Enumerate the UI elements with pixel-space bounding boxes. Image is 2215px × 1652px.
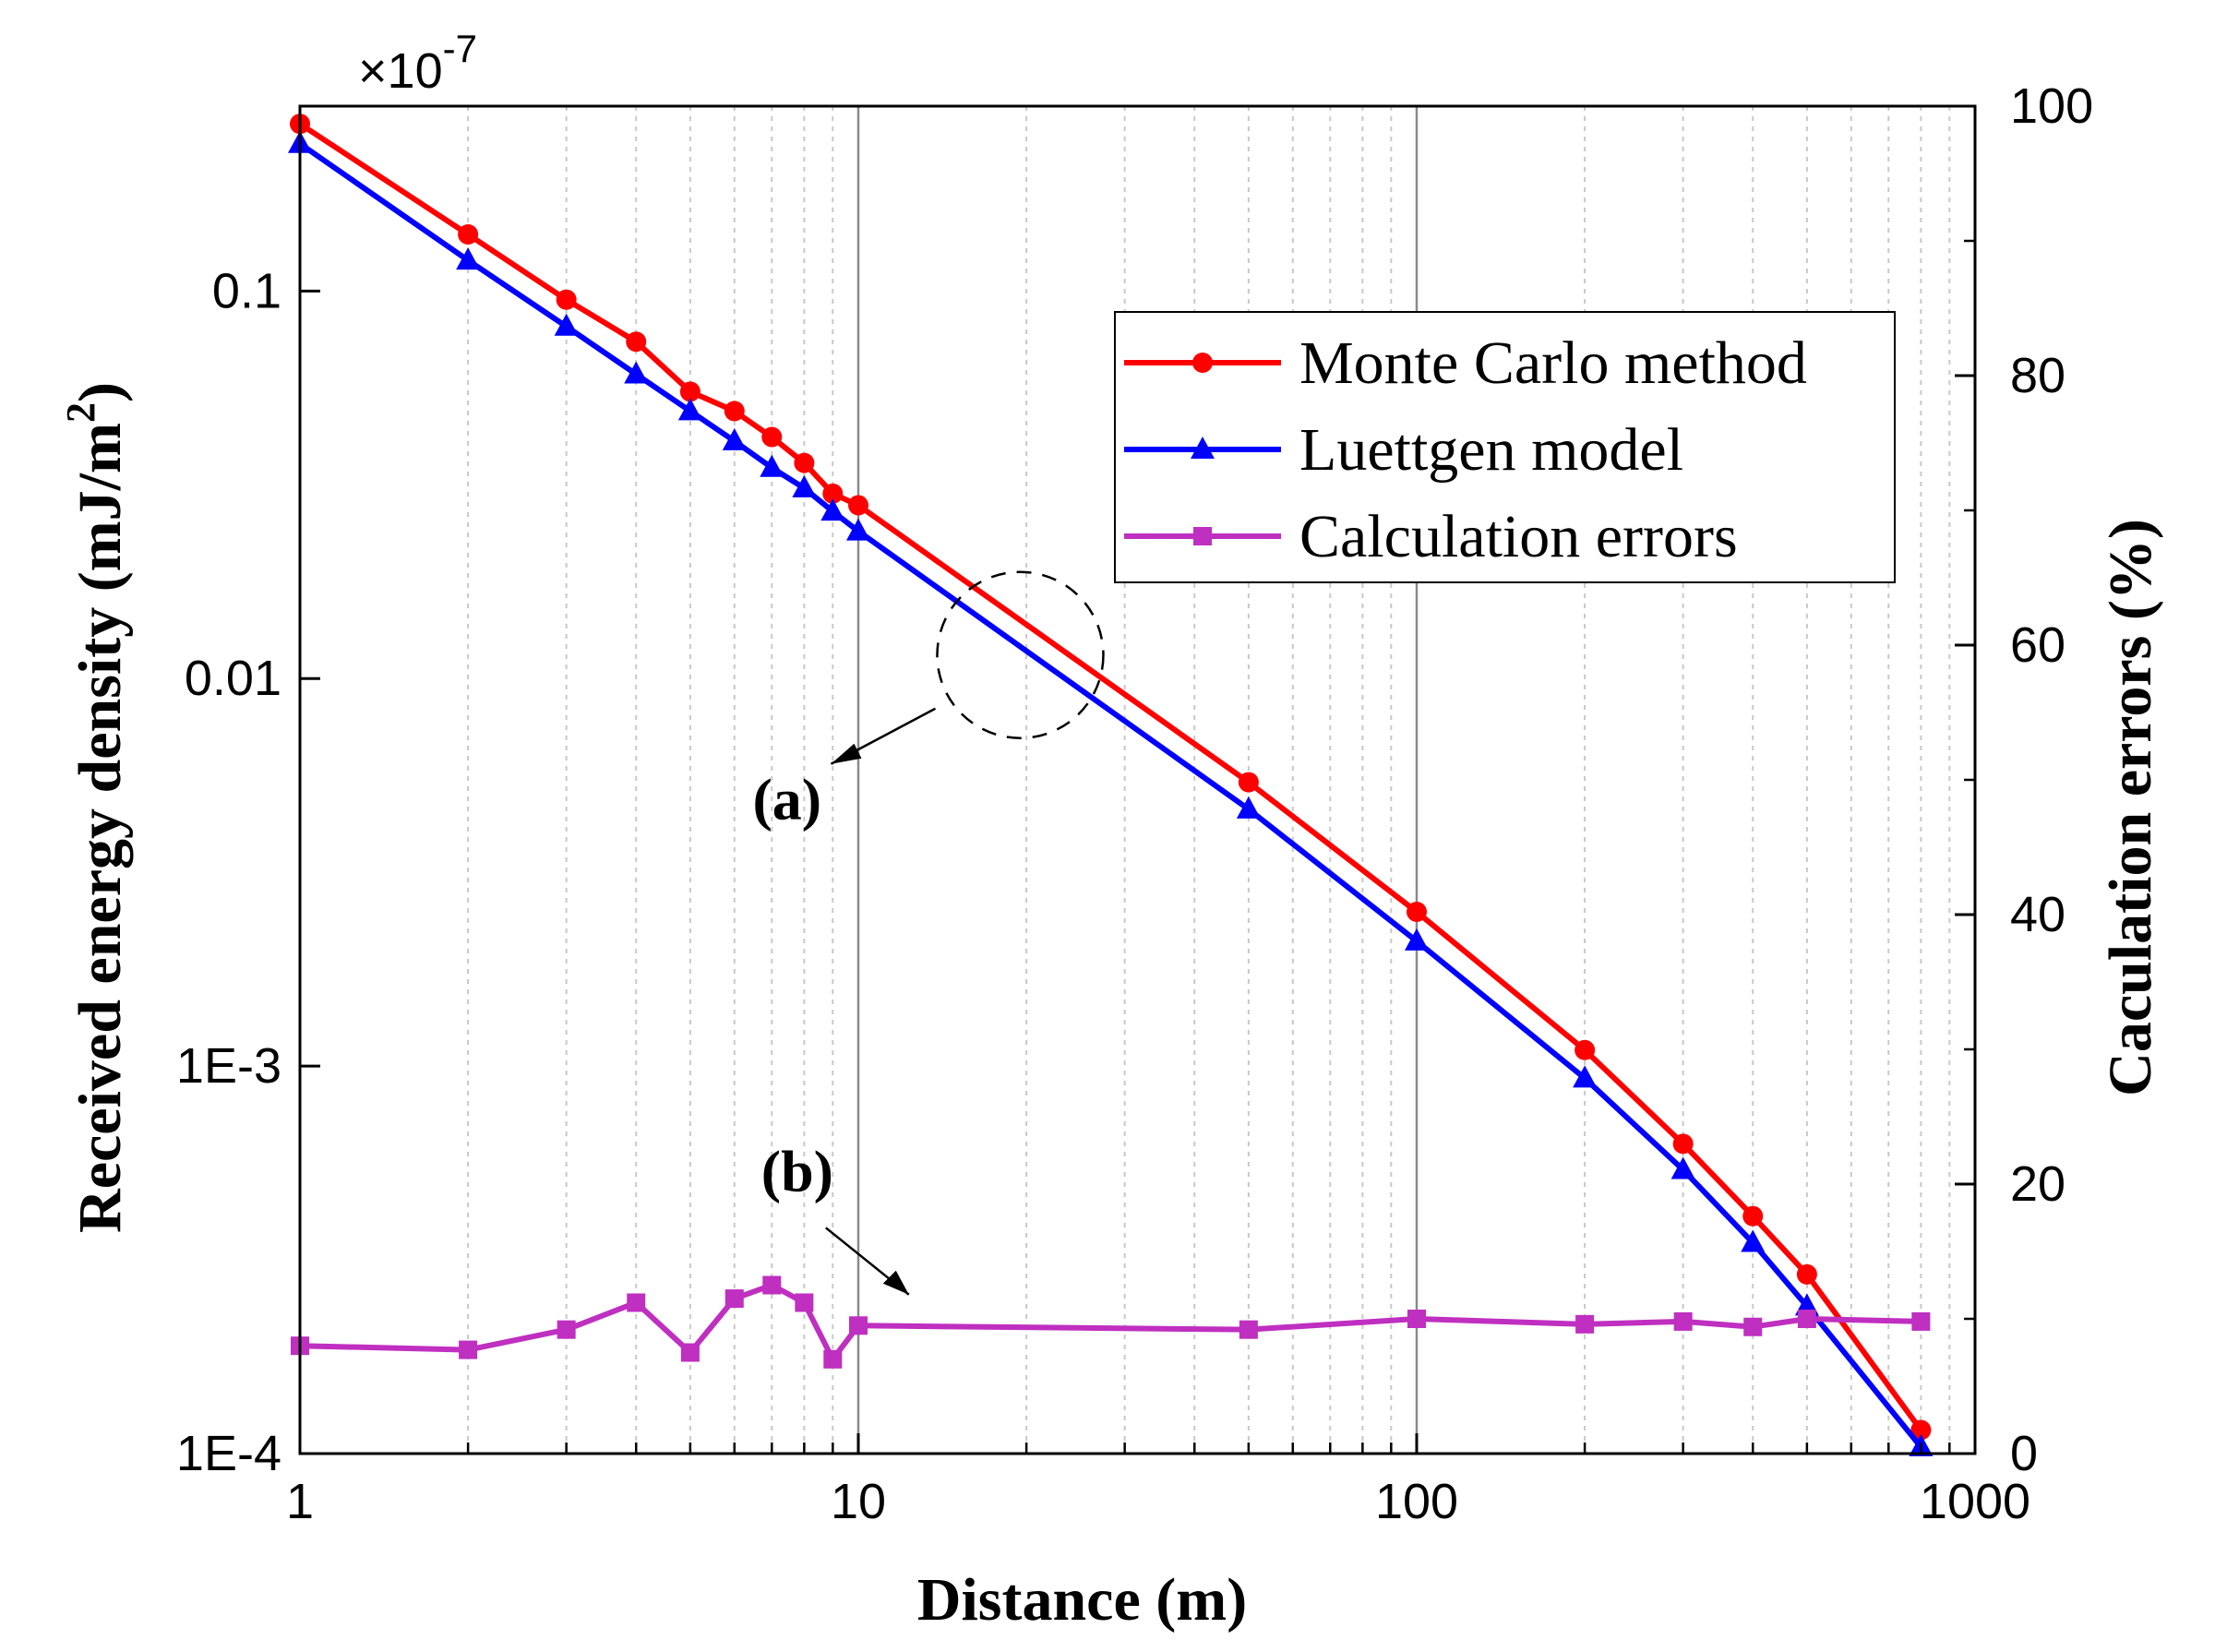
legend: Monte Carlo method Luettgen model Calculat… (1114, 311, 1896, 583)
data-point-monte-carlo-method (848, 495, 868, 516)
data-point-luettgen-model (792, 474, 817, 497)
data-point-calculation-errors (724, 1289, 744, 1309)
annotation-label-b: (b) (761, 1138, 833, 1203)
legend-swatch-marker (1191, 437, 1215, 459)
legend-label-luettgen-model: Luettgen model (1299, 416, 1683, 484)
data-point-monte-carlo-method (679, 381, 700, 402)
data-point-luettgen-model (624, 361, 649, 384)
x-axis-title: Distance (m) (917, 1566, 1247, 1634)
data-point-luettgen-model (1573, 1065, 1598, 1088)
y-right-tick-label: 40 (2010, 887, 2065, 942)
data-point-monte-carlo-method (761, 426, 783, 448)
scale-factor-exponent: -7 (443, 27, 477, 70)
series-layer (288, 114, 1934, 1456)
y-left-tick-label: 1E-3 (176, 1038, 281, 1094)
data-point-monte-carlo-method (626, 331, 647, 353)
legend-label-monte-carlo-method: Monte Carlo method (1299, 329, 1807, 397)
data-point-calculation-errors (1407, 1310, 1426, 1328)
data-point-calculation-errors (762, 1275, 782, 1295)
y-right-tick-label: 0 (2010, 1426, 2038, 1481)
x-tick-label: 10 (831, 1474, 886, 1529)
x-tick-label: 1 (286, 1474, 314, 1529)
data-point-luettgen-model (456, 247, 481, 270)
y-left-tick-label: 1E-4 (176, 1426, 281, 1481)
series-monte-carlo-method (290, 114, 1932, 1441)
y-right-tick-label: 20 (2010, 1156, 2065, 1212)
data-point-monte-carlo-method (1574, 1039, 1596, 1060)
data-point-monte-carlo-method (1407, 902, 1427, 923)
data-point-monte-carlo-method (1238, 772, 1259, 793)
data-point-luettgen-model (1741, 1229, 1766, 1252)
y-left-tick-label: 0.1 (212, 263, 281, 318)
annotation-arrowhead-a (831, 743, 862, 764)
annotation-label-a: (a) (752, 767, 821, 832)
data-point-monte-carlo-method (1910, 1419, 1932, 1441)
legend-swatch-marker (1193, 527, 1212, 545)
data-point-monte-carlo-method (1672, 1133, 1694, 1155)
y-right-tick-label: 80 (2010, 348, 2065, 403)
data-point-monte-carlo-method (794, 452, 815, 473)
data-point-luettgen-model (1670, 1156, 1695, 1179)
y-left-axis-title-close: ) (66, 382, 134, 402)
data-point-luettgen-model (820, 498, 845, 521)
y-right-tick-label: 100 (2010, 78, 2093, 134)
data-point-calculation-errors (1911, 1311, 1931, 1331)
data-point-calculation-errors (459, 1340, 478, 1359)
y-right-tick-label: 60 (2010, 617, 2065, 673)
data-point-calculation-errors (1575, 1314, 1595, 1334)
data-point-calculation-errors (1743, 1317, 1763, 1336)
data-point-calculation-errors (627, 1293, 646, 1312)
data-point-monte-carlo-method (458, 223, 479, 245)
y-left-axis-title-sup: 2 (58, 402, 103, 423)
data-point-monte-carlo-method (1742, 1205, 1764, 1227)
data-point-calculation-errors (795, 1293, 814, 1312)
x-tick-label: 1000 (1920, 1474, 2030, 1529)
data-point-monte-carlo-method (822, 483, 844, 504)
y-left-tick-label: 0.01 (185, 651, 281, 706)
data-point-luettgen-model (677, 398, 702, 421)
series-luettgen-model (288, 130, 1934, 1456)
data-point-monte-carlo-method (556, 289, 577, 310)
data-point-monte-carlo-method (1796, 1263, 1817, 1285)
data-point-calculation-errors (557, 1320, 576, 1339)
data-point-luettgen-model (722, 427, 747, 450)
y-left-axis-title-main: Received energy density (mJ/m (66, 423, 134, 1233)
data-point-luettgen-model (760, 454, 784, 477)
series-calculation-errors (291, 1275, 1931, 1369)
annotations: (a) (b) (752, 570, 1105, 1296)
data-point-monte-carlo-method (724, 401, 745, 422)
data-point-calculation-errors (849, 1316, 868, 1335)
x-tick-label: 100 (1375, 1474, 1458, 1529)
data-point-calculation-errors (1797, 1310, 1816, 1328)
data-point-calculation-errors (823, 1349, 843, 1369)
data-point-calculation-errors (1239, 1320, 1258, 1339)
data-point-luettgen-model (554, 313, 579, 336)
legend-swatch-marker (1192, 353, 1213, 373)
data-point-calculation-errors (680, 1343, 700, 1362)
data-point-luettgen-model (1405, 928, 1429, 951)
data-point-calculation-errors (1673, 1311, 1693, 1331)
data-point-luettgen-model (1236, 796, 1261, 819)
data-point-luettgen-model (846, 518, 870, 541)
y-left-axis-title: Received energy density (mJ/m2) (58, 382, 134, 1233)
y-right-axis-title: Caculation errors (%) (2097, 519, 2164, 1096)
legend-label-calculation-errors: Calculation errors (1299, 503, 1738, 570)
annotation-circle-a (936, 570, 1105, 739)
annotation-arrowhead-b (882, 1270, 909, 1295)
